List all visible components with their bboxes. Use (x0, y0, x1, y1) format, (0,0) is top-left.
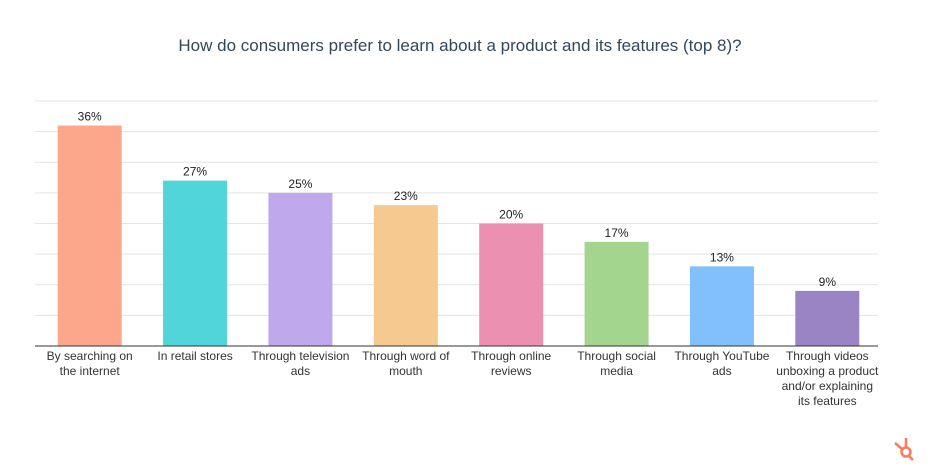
bar (689, 266, 754, 346)
bar (163, 180, 228, 346)
x-tick-label: In retail stores (157, 349, 233, 363)
x-tick-label: Through social media (577, 349, 656, 378)
value-label: 9% (819, 275, 837, 289)
x-tick-label: By searching on the internet (46, 349, 133, 378)
value-label: 17% (605, 226, 629, 240)
bar (584, 241, 649, 346)
value-label: 23% (394, 189, 418, 203)
bar (57, 125, 122, 346)
x-tick-label: Through word of mouth (362, 349, 450, 378)
bar (268, 192, 333, 346)
value-label: 25% (288, 177, 312, 191)
x-tick-label: Through videos unboxing a product and/or… (776, 349, 879, 408)
logo (894, 438, 914, 461)
value-label: 13% (710, 250, 734, 264)
bar (479, 223, 544, 346)
bar (373, 205, 438, 346)
x-tick-label: Through online reviews (471, 349, 552, 378)
value-label: 36% (78, 110, 102, 124)
value-label: 27% (183, 165, 207, 179)
x-tick-label: Through television ads (251, 349, 350, 378)
x-tick-label: Through YouTube ads (674, 349, 770, 378)
chart-title: How do consumers prefer to learn about a… (178, 36, 742, 55)
value-label: 20% (499, 208, 523, 222)
bar (795, 290, 860, 346)
